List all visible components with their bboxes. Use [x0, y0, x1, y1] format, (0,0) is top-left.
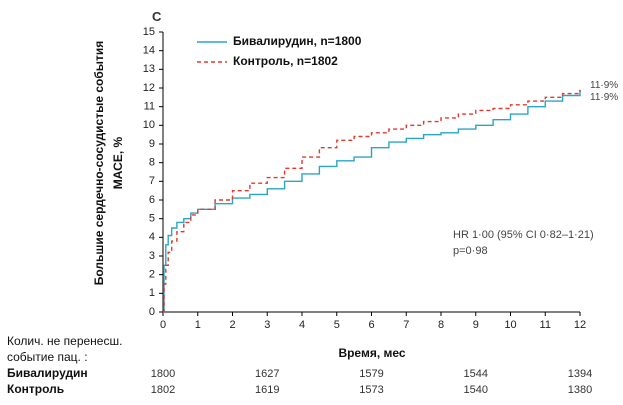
x-tick-label: 1 — [195, 319, 201, 331]
end-label-bivalirudin: 11·9% — [590, 92, 618, 103]
y-tick-label: 0 — [149, 306, 155, 318]
y-tick-label: 4 — [149, 231, 155, 243]
panel-letter: C — [152, 9, 162, 24]
x-tick-label: 9 — [473, 319, 479, 331]
risk-value: 1619 — [255, 384, 279, 396]
legend-label-bivalirudin: Бивалирудин, n=1800 — [233, 34, 362, 48]
x-tick-label: 8 — [438, 319, 444, 331]
y-axis-label-line2: МАСЕ, % — [111, 136, 125, 189]
y-tick-label: 2 — [149, 269, 155, 281]
risk-row-label-control: Контроль — [7, 382, 64, 396]
y-tick-label: 11 — [144, 101, 155, 113]
end-label-control: 11·9% — [590, 80, 618, 91]
y-tick-label: 9 — [149, 138, 155, 150]
x-tick-label: 7 — [403, 319, 409, 331]
hazard-ratio-text: HR 1·00 (95% CI 0·82–1·21) — [453, 229, 594, 241]
y-tick-label: 12 — [143, 82, 155, 94]
axes — [162, 32, 580, 313]
y-tick-label: 13 — [143, 63, 155, 75]
x-tick-label: 6 — [368, 319, 374, 331]
legend: Бивалирудин, n=1800 Контроль, n=1802 — [197, 34, 362, 68]
series-layer — [163, 89, 581, 313]
y-tick-label: 10 — [143, 119, 155, 131]
y-tick-label: 1 — [149, 287, 155, 299]
series-line-control — [163, 89, 581, 313]
x-tick-label: 4 — [299, 319, 305, 331]
y-tick-label: 3 — [149, 250, 155, 262]
y-tick-label: 6 — [149, 194, 155, 206]
risk-table: Колич. не перенесш. событие пац. : Бивал… — [7, 334, 592, 396]
y-tick-label: 14 — [143, 45, 155, 57]
y-tick-label: 8 — [149, 157, 155, 169]
y-axis-label-line1: Большие сердечно-сосудистые события — [92, 41, 106, 286]
risk-value: 1627 — [255, 368, 279, 380]
x-tick-label: 10 — [504, 319, 516, 331]
risk-values: 1800 1627 1579 1544 1394 1802 1619 1573 1540 1380 — [151, 368, 592, 396]
x-tick-label: 2 — [229, 319, 235, 331]
y-tick-label: 7 — [149, 175, 155, 187]
risk-value: 1573 — [359, 384, 383, 396]
risk-value: 1540 — [464, 384, 488, 396]
x-tick-label: 5 — [334, 319, 340, 331]
risk-table-title-line1: Колич. не перенесш. — [7, 334, 122, 348]
x-axis-label: Время, мес — [338, 346, 405, 360]
risk-value: 1380 — [568, 384, 592, 396]
series-line-bivalirudin — [163, 89, 581, 313]
x-tick-label: 0 — [160, 319, 166, 331]
x-ticks: 0 1 2 3 4 5 6 7 8 9 10 11 12 — [160, 312, 586, 331]
legend-label-control: Контроль, n=1802 — [233, 54, 338, 68]
risk-value: 1802 — [151, 384, 175, 396]
y-tick-label: 5 — [149, 213, 155, 225]
risk-value: 1800 — [151, 368, 175, 380]
risk-value: 1579 — [359, 368, 383, 380]
risk-value: 1394 — [568, 368, 592, 380]
y-tick-label: 15 — [143, 26, 155, 38]
x-tick-label: 12 — [574, 319, 586, 331]
x-tick-label: 11 — [540, 319, 551, 331]
risk-row-label-bivalirudin: Бивалирудин — [7, 366, 88, 380]
risk-table-title-line2: событие пац. : — [7, 350, 88, 364]
x-tick-label: 3 — [264, 319, 270, 331]
p-value-text: p=0·98 — [453, 245, 488, 257]
risk-value: 1544 — [464, 368, 488, 380]
